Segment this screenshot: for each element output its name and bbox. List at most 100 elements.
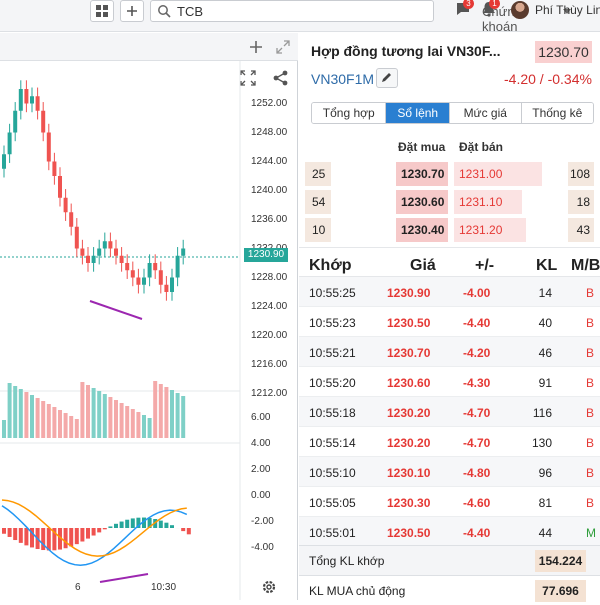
grid-icon bbox=[95, 4, 109, 18]
edit-button[interactable] bbox=[376, 68, 398, 88]
trade-time: 10:55:14 bbox=[309, 436, 356, 450]
buy-price[interactable]: 1230.70 bbox=[401, 167, 444, 181]
histogram-bar bbox=[181, 528, 185, 531]
candle-body bbox=[47, 133, 51, 162]
sell-price[interactable]: 1231.10 bbox=[459, 195, 502, 209]
search-input[interactable]: TCB bbox=[177, 4, 203, 19]
candle-body bbox=[114, 249, 118, 256]
candle-body bbox=[58, 176, 62, 198]
trade-time: 10:55:20 bbox=[309, 376, 356, 390]
trade-volume: 96 bbox=[539, 466, 552, 480]
sell-price[interactable]: 1231.00 bbox=[459, 167, 502, 181]
grid-layout-button[interactable] bbox=[90, 0, 114, 22]
histogram-bar bbox=[2, 528, 6, 534]
histogram-bar bbox=[159, 521, 163, 528]
price-change: -4.20 / -0.34% bbox=[504, 71, 592, 87]
candle-body bbox=[153, 263, 157, 270]
sell-price[interactable]: 1231.20 bbox=[459, 223, 502, 237]
volume-bar bbox=[86, 385, 90, 438]
volume-bar bbox=[148, 418, 152, 438]
expand-icon[interactable] bbox=[276, 40, 290, 54]
trading-panel: Hợp đồng tương lai VN30F... 1230.70 VN30… bbox=[299, 33, 600, 600]
summary-value: 77.696 bbox=[535, 580, 586, 602]
contract-code[interactable]: VN30F1M bbox=[311, 71, 374, 87]
candle-body bbox=[164, 285, 168, 292]
volume-bar bbox=[24, 392, 28, 438]
histogram-bar bbox=[80, 528, 84, 542]
volume-bar bbox=[108, 397, 112, 438]
summary-row: KL MUA chủ động 77.696 bbox=[299, 575, 600, 605]
candle-body bbox=[159, 270, 163, 285]
macd-axis-tick: -4.00 bbox=[251, 542, 274, 553]
gear-icon[interactable] bbox=[261, 579, 277, 595]
tab-price-levels[interactable]: Mức giá bbox=[450, 103, 522, 123]
histogram-bar bbox=[120, 522, 124, 528]
histogram-bar bbox=[131, 518, 135, 528]
trade-change: -4.30 bbox=[463, 376, 490, 390]
candle-body bbox=[36, 96, 40, 111]
volume-bar bbox=[131, 409, 135, 438]
price-axis-tick: 1252.00 bbox=[251, 98, 287, 109]
candle-body bbox=[97, 249, 101, 256]
contract-title: Hợp đồng tương lai VN30F... bbox=[311, 43, 501, 59]
messages-button[interactable]: 3 bbox=[455, 1, 471, 22]
messages-badge: 3 bbox=[463, 0, 474, 9]
volume-bar bbox=[8, 383, 12, 438]
volume-bar bbox=[30, 395, 34, 438]
buy-price[interactable]: 1230.60 bbox=[401, 195, 444, 209]
histogram-bar bbox=[187, 528, 191, 534]
top-toolbar: TCB Chứng khoán 3 1 Phí Thùy Linh bbox=[0, 0, 600, 32]
notifications-button[interactable]: 1 bbox=[481, 1, 497, 22]
candle-body bbox=[170, 278, 174, 293]
avatar[interactable] bbox=[511, 1, 529, 19]
trade-time: 10:55:18 bbox=[309, 406, 356, 420]
volume-bar bbox=[58, 410, 62, 438]
tab-statistics[interactable]: Thống kê bbox=[522, 103, 593, 123]
candle-body bbox=[64, 198, 68, 213]
tab-orderbook[interactable]: Sổ lệnh bbox=[386, 103, 450, 123]
buy-price[interactable]: 1230.40 bbox=[401, 223, 444, 237]
column-header: Giá bbox=[410, 257, 436, 275]
contract-price: 1230.70 bbox=[535, 41, 592, 63]
volume-bar bbox=[164, 387, 168, 438]
macd-axis-tick: 2.00 bbox=[251, 464, 270, 475]
volume-bar bbox=[13, 386, 17, 438]
column-header: +/- bbox=[475, 257, 494, 275]
histogram-bar bbox=[13, 528, 17, 540]
tab-overview[interactable]: Tổng hợp bbox=[312, 103, 386, 123]
trade-change: -4.00 bbox=[463, 286, 490, 300]
time-axis-label: 10:30 bbox=[151, 582, 176, 593]
add-panel-icon[interactable] bbox=[249, 40, 263, 54]
candle-body bbox=[148, 263, 152, 278]
symbol-search[interactable]: TCB Chứng khoán bbox=[150, 0, 434, 22]
candle-body bbox=[80, 249, 84, 256]
price-axis-tick: 1228.00 bbox=[251, 272, 287, 283]
trade-price: 1230.10 bbox=[387, 466, 430, 480]
histogram-bar bbox=[125, 520, 129, 528]
volume-bar bbox=[103, 394, 107, 438]
histogram-bar bbox=[47, 528, 51, 550]
trade-volume: 81 bbox=[539, 496, 552, 510]
trade-time: 10:55:23 bbox=[309, 316, 356, 330]
candle-body bbox=[108, 241, 112, 248]
add-button[interactable] bbox=[120, 0, 144, 22]
search-icon bbox=[157, 4, 171, 18]
trade-change: -4.70 bbox=[463, 436, 490, 450]
user-name[interactable]: Phí Thùy Linh bbox=[535, 3, 600, 17]
chart-panel-header bbox=[0, 33, 298, 61]
candle-body bbox=[69, 212, 73, 227]
trade-side: B bbox=[586, 286, 594, 300]
trade-price: 1230.60 bbox=[387, 376, 430, 390]
